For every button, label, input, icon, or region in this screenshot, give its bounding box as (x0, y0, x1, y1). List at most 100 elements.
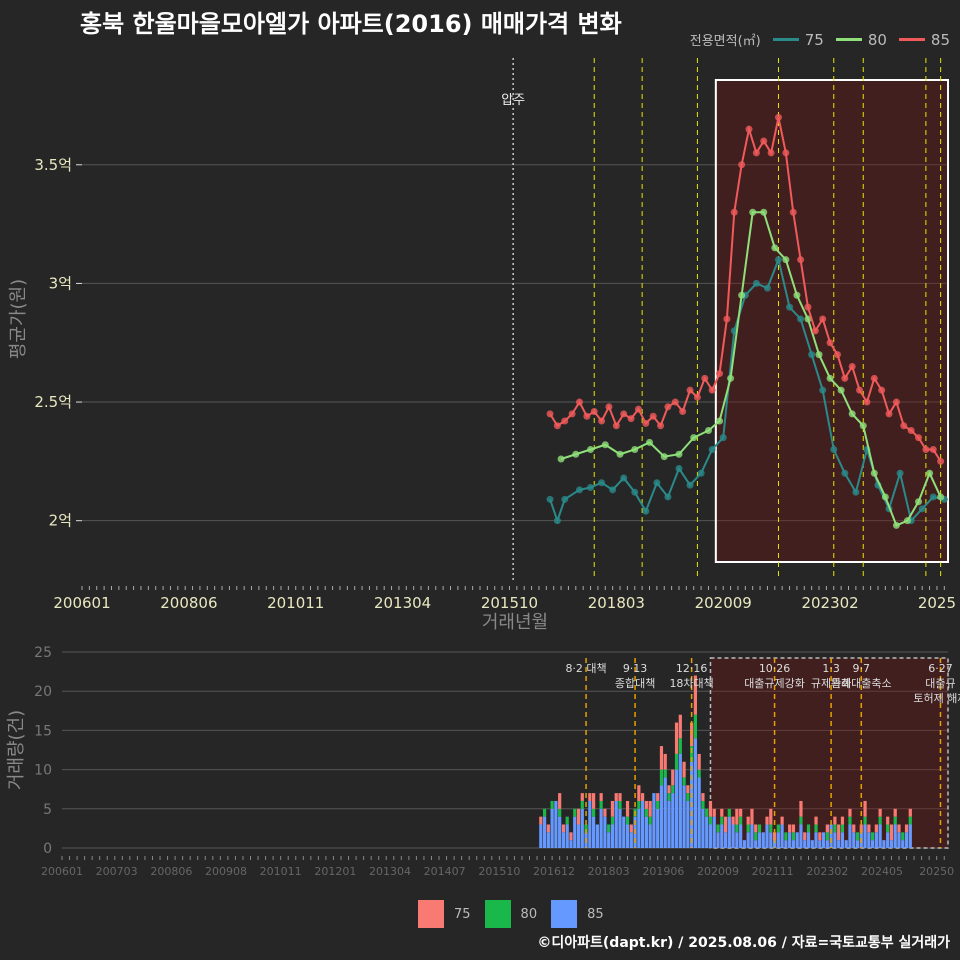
bar-segment-85 (833, 832, 837, 848)
bar-x-tick-label: 202111 (752, 865, 794, 878)
bar-segment-75 (750, 808, 754, 825)
bar-segment-80 (573, 808, 577, 817)
data-point-80 (915, 498, 923, 506)
bar-segment-75 (614, 793, 618, 801)
data-point-85 (671, 398, 679, 406)
bar-segment-75 (772, 832, 777, 841)
bar-legend-item-85: 85 (551, 900, 604, 928)
data-point-85 (568, 410, 576, 418)
bar-legend-swatch-80 (484, 900, 511, 928)
bar-segment-85 (603, 816, 607, 848)
bar-segment-85 (641, 800, 645, 848)
bar-highlight-region (709, 657, 949, 849)
bar-segment-85 (867, 832, 871, 848)
policy-label: 12·16 (676, 662, 708, 675)
bar-segment-85 (712, 816, 716, 848)
data-point-75 (841, 469, 849, 477)
bar-segment-75 (588, 793, 592, 801)
bar-segment-75 (656, 793, 660, 801)
bar-segment-85 (569, 840, 573, 848)
data-point-80 (675, 450, 683, 458)
policy-label: 종합대책 (615, 677, 655, 690)
bar-segment-80 (791, 832, 796, 841)
bar-segment-80 (705, 808, 709, 817)
data-point-85 (782, 149, 790, 157)
bar-segment-75 (682, 761, 686, 778)
legend-swatch-80 (835, 38, 862, 41)
bar-segment-85 (788, 832, 792, 848)
data-point-85 (870, 374, 878, 382)
data-point-80 (572, 450, 580, 458)
data-point-85 (841, 374, 849, 382)
data-point-85 (583, 412, 591, 420)
data-point-85 (863, 398, 871, 406)
bar-segment-85 (735, 832, 739, 848)
bar-segment-80 (840, 824, 845, 833)
bar-x-tick-label: 200601 (41, 865, 83, 878)
bar-segment-85 (897, 832, 901, 848)
data-point-85 (797, 256, 805, 264)
bar-segment-75 (712, 808, 716, 817)
bar-segment-80 (637, 800, 641, 809)
data-point-85 (848, 362, 856, 370)
bar-segment-75 (878, 808, 882, 817)
data-point-85 (561, 417, 569, 425)
bar-x-tick-label: 201612 (533, 865, 575, 878)
bar-x-tick-label: 200908 (205, 865, 247, 878)
bar-segment-85 (878, 824, 882, 848)
bar-segment-80 (659, 769, 664, 786)
bar-segment-75 (723, 816, 728, 833)
bar-segment-75 (908, 808, 912, 817)
bar-segment-80 (814, 824, 818, 833)
x-tick-label: 200601 (53, 594, 110, 612)
bar-segment-80 (908, 816, 912, 825)
bar-segment-85 (746, 832, 750, 848)
data-point-80 (782, 256, 790, 264)
bar-segment-75 (610, 800, 615, 817)
x-axis-label: 거래년월 (482, 612, 548, 633)
bar-segment-75 (769, 808, 773, 825)
bar-segment-85 (769, 832, 773, 848)
bar-segment-85 (573, 816, 577, 848)
data-point-85 (745, 125, 753, 133)
legend-swatch-75 (772, 38, 799, 41)
data-point-75 (598, 479, 606, 487)
bar-x-tick-label: 201906 (642, 865, 684, 878)
bar-segment-85 (637, 808, 641, 848)
data-point-85 (546, 410, 554, 418)
bar-segment-80 (757, 824, 762, 833)
data-point-85 (929, 446, 937, 453)
data-point-85 (634, 405, 642, 413)
data-point-85 (612, 422, 620, 430)
bar-segment-85 (818, 840, 822, 848)
data-point-85 (804, 303, 812, 311)
bar-segment-80 (674, 753, 679, 770)
data-point-75 (752, 279, 760, 287)
x-tick-label: 200806 (160, 594, 217, 612)
bar-segment-75 (735, 808, 739, 825)
bar-segment-85 (825, 840, 829, 848)
bar-segment-85 (607, 832, 611, 848)
bar-segment-75 (580, 793, 584, 801)
data-point-85 (915, 434, 923, 442)
bar-segment-85 (806, 832, 811, 848)
bar-y-tick-label: 25 (34, 645, 52, 661)
bar-segment-85 (716, 832, 720, 848)
bar-segment-80 (686, 793, 690, 801)
bar-x-tick-label: 202405 (861, 865, 903, 878)
bar-segment-80 (607, 824, 611, 833)
bar-segment-75 (629, 824, 633, 833)
data-point-75 (553, 517, 561, 525)
bar-segment-80 (618, 800, 622, 809)
bar-segment-75 (720, 808, 724, 817)
data-point-80 (793, 291, 801, 299)
bar-segment-80 (863, 816, 867, 825)
bar-legend-item-80: 80 (484, 900, 537, 928)
data-point-85 (627, 415, 635, 423)
bar-segment-80 (648, 816, 652, 825)
bar-x-tick-label: 201011 (260, 865, 302, 878)
legend-label-80: 80 (867, 30, 887, 49)
bar-segment-80 (855, 832, 860, 841)
data-point-80 (937, 493, 945, 501)
bar-segment-85 (754, 840, 758, 848)
